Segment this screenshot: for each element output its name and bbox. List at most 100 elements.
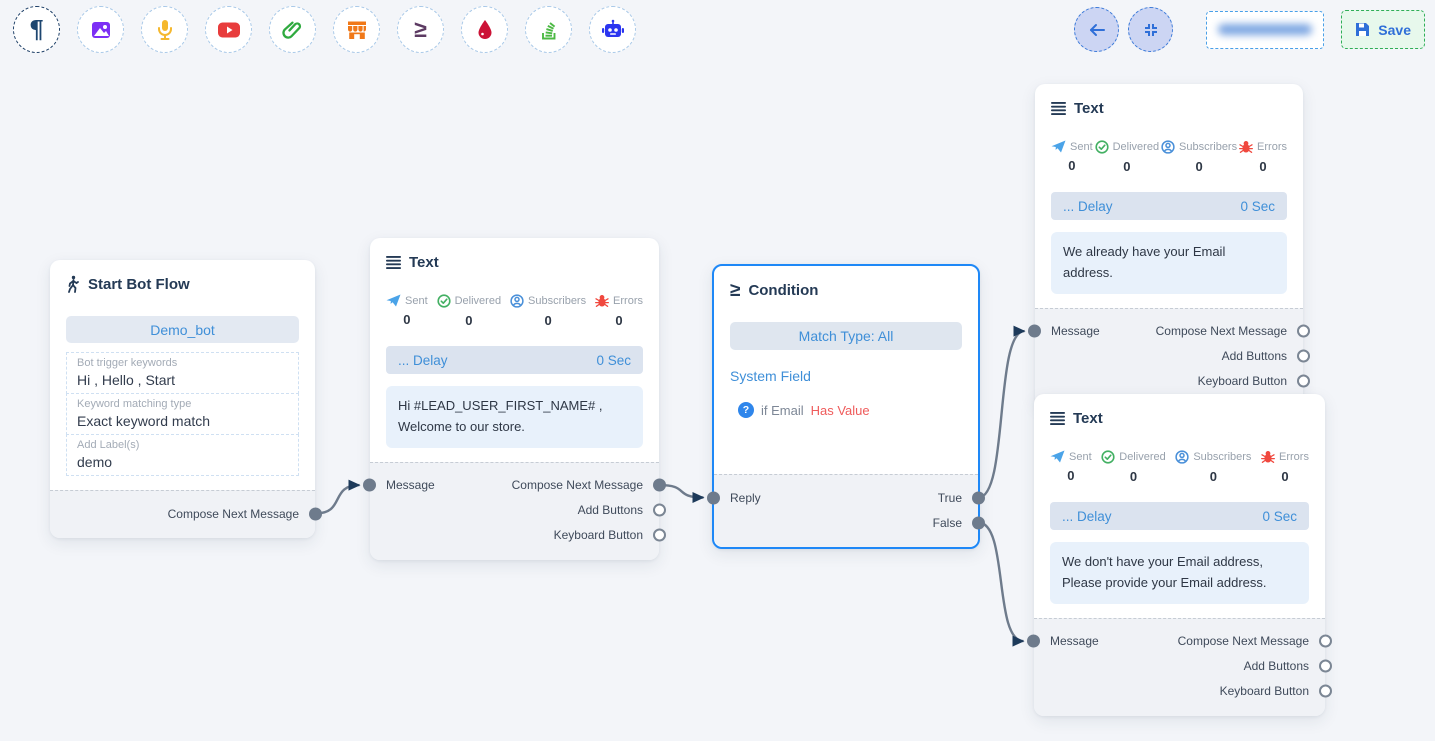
question-icon: ? [738, 402, 754, 418]
field-label: Bot trigger keywords [77, 357, 178, 369]
output-label: Add Buttons [1243, 659, 1309, 674]
delay-row[interactable]: ... Delay 0 Sec [1051, 192, 1287, 220]
blurred-action-button[interactable] [1206, 10, 1325, 49]
input-port-message[interactable] [1027, 634, 1040, 648]
output-port-add-buttons[interactable] [1297, 349, 1310, 363]
tool-condition-button[interactable]: ≥ [397, 6, 444, 53]
delay-label: ... Delay [1062, 508, 1112, 524]
delay-row[interactable]: ... Delay 0 Sec [1050, 502, 1309, 530]
tool-audio-button[interactable] [141, 6, 188, 53]
stat-errors: Errors 0 [1261, 450, 1309, 492]
stat-delivered: Delivered 0 [436, 294, 501, 336]
subscribers-icon [1175, 450, 1189, 464]
match-type-button[interactable]: Match Type: All [730, 322, 962, 350]
output-port-keyboard-button[interactable] [1297, 374, 1310, 388]
stats-row: Sent 0 Delivered 0 Subscribers 0 Errors … [386, 294, 643, 336]
errors-bug-icon [595, 295, 609, 307]
node-text-2[interactable]: Text Sent 0 Delivered 0 Subscribers 0 Er… [1028, 84, 1310, 406]
message-preview[interactable]: Hi #LEAD_USER_FIRST_NAME# , Welcome to o… [386, 386, 643, 448]
output-label: Keyboard Button [1219, 684, 1309, 699]
condition-rule[interactable]: ? if Email Has Value [730, 400, 962, 420]
delay-label: ... Delay [1063, 198, 1113, 214]
greater-equal-icon: ≥ [414, 16, 427, 42]
fit-view-button[interactable] [1128, 7, 1174, 52]
field-bot-trigger-keywords[interactable]: Bot trigger keywords Hi , Hello , Start [66, 352, 299, 394]
stats-row: Sent 0 Delivered 0 Subscribers 0 Errors … [1050, 450, 1309, 492]
input-label: Message [1050, 634, 1099, 649]
youtube-icon [217, 22, 240, 37]
tool-file-button[interactable] [269, 6, 316, 53]
field-add-labels[interactable]: Add Label(s) demo [66, 434, 299, 476]
node-start-bot-flow[interactable]: Start Bot Flow Demo_bot Bot trigger keyw… [50, 260, 322, 538]
output-port-add-buttons[interactable] [1319, 659, 1332, 673]
save-label: Save [1378, 21, 1411, 38]
delay-value: 0 Sec [596, 352, 631, 368]
node-title-label: Start Bot Flow [88, 275, 190, 293]
input-port-message[interactable] [363, 478, 376, 492]
sent-icon [1051, 140, 1066, 153]
compress-icon [1144, 23, 1157, 36]
tool-drop-button[interactable] [461, 6, 508, 53]
tool-bot-button[interactable] [589, 6, 636, 53]
node-title-label: Condition [748, 281, 819, 299]
output-port-compose-next-message[interactable] [309, 507, 322, 520]
tool-text-button[interactable]: ¶ [13, 6, 60, 53]
condition-text: if Email [761, 402, 804, 418]
field-value: demo [77, 454, 113, 470]
back-button[interactable] [1074, 7, 1120, 52]
input-label: Reply [730, 490, 761, 505]
input-label: Message [1051, 324, 1100, 339]
output-port-keyboard-button[interactable] [653, 528, 666, 542]
stat-subscribers: Subscribers 0 [1161, 140, 1237, 182]
tool-stack-button[interactable] [525, 6, 572, 53]
microphone-icon [157, 19, 172, 40]
message-preview[interactable]: We already have your Email address. [1051, 232, 1287, 294]
save-button[interactable]: Save [1341, 10, 1425, 49]
node-condition[interactable]: ≥ Condition Match Type: All System Field… [707, 264, 985, 549]
paperclip-icon [282, 21, 302, 39]
node-footer: Message Compose Next Message Add Buttons… [363, 461, 666, 560]
stat-sent: Sent 0 [386, 294, 428, 336]
output-port-false[interactable] [972, 516, 985, 529]
tool-image-button[interactable] [77, 6, 124, 53]
node-title-label: Text [1073, 409, 1103, 427]
stat-errors: Errors 0 [595, 294, 643, 336]
field-label: Keyword matching type [77, 398, 192, 410]
node-text-1[interactable]: Text Sent 0 Delivered 0 Subscribers 0 Er… [363, 238, 666, 560]
output-port-compose-next-message[interactable] [1319, 634, 1332, 648]
tool-video-button[interactable] [205, 6, 252, 53]
stat-subscribers: Subscribers 0 [1175, 450, 1251, 492]
output-port-add-buttons[interactable] [653, 503, 666, 517]
output-port-true[interactable] [972, 491, 985, 504]
errors-bug-icon [1261, 451, 1275, 463]
node-title: Text [1051, 98, 1287, 118]
tool-ecommerce-button[interactable] [333, 6, 380, 53]
input-port-message[interactable] [1028, 324, 1041, 338]
output-label: Keyboard Button [1197, 374, 1287, 389]
stats-row: Sent 0 Delivered 0 Subscribers 0 Errors … [1051, 140, 1287, 182]
output-port-compose-next-message[interactable] [1297, 324, 1310, 338]
node-text-3[interactable]: Text Sent 0 Delivered 0 Subscribers 0 Er… [1027, 394, 1332, 716]
walking-person-icon [68, 275, 79, 293]
output-port-keyboard-button[interactable] [1319, 684, 1332, 698]
condition-value: Has Value [810, 402, 870, 418]
delay-value: 0 Sec [1240, 198, 1275, 214]
system-field-label[interactable]: System Field [730, 368, 811, 384]
delivered-icon [1094, 140, 1109, 154]
stat-delivered: Delivered 0 [1094, 140, 1159, 182]
message-preview[interactable]: We don't have your Email address, Please… [1050, 542, 1309, 604]
pilcrow-icon: ¶ [28, 14, 45, 44]
stat-subscribers: Subscribers 0 [510, 294, 586, 336]
stat-errors: Errors 0 [1239, 140, 1287, 182]
output-port-compose-next-message[interactable] [653, 478, 666, 492]
bot-name-button[interactable]: Demo_bot [66, 316, 299, 343]
stat-delivered: Delivered 0 [1101, 450, 1166, 492]
delay-row[interactable]: ... Delay 0 Sec [386, 346, 643, 374]
drop-icon [478, 20, 491, 39]
field-keyword-matching-type[interactable]: Keyword matching type Exact keyword matc… [66, 393, 299, 435]
output-label: Compose Next Message [511, 478, 643, 493]
greater-equal-icon: ≥ [730, 279, 741, 301]
output-label: Compose Next Message [1177, 634, 1309, 649]
stack-icon [541, 21, 555, 39]
input-port-reply[interactable] [707, 491, 720, 504]
